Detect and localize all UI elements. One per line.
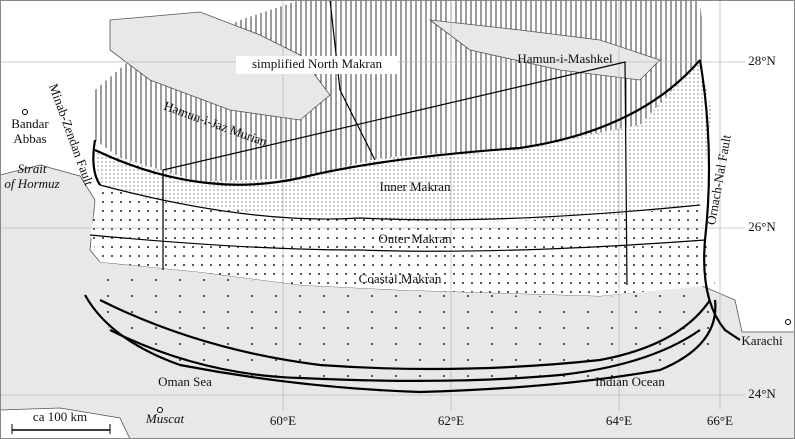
scale-label: ca 100 km [33, 409, 87, 424]
sea-label: Indian Ocean [595, 374, 665, 389]
city-label: Bandar [11, 116, 49, 131]
lat-label: 28°N [748, 53, 776, 68]
region-label: Coastal Makran [359, 271, 442, 286]
lat-label: 24°N [748, 386, 776, 401]
label-box [236, 56, 398, 74]
place-label: Strait [18, 161, 47, 176]
jaz-murian-basin [109, 11, 331, 121]
city-label: Abbas [13, 131, 46, 146]
lon-label: 60°E [270, 413, 296, 428]
region-label: Inner Makran [379, 179, 451, 194]
lon-label: 64°E [606, 413, 632, 428]
graticule [0, 0, 745, 410]
sea-label: Oman Sea [158, 374, 212, 389]
city-marker [22, 109, 28, 115]
region-label: simplified North Makran [252, 56, 382, 71]
accretionary-wedge [85, 265, 725, 390]
mashkel-basin [428, 19, 661, 81]
outer-makran [90, 185, 705, 252]
lat-label: 26°N [748, 219, 776, 234]
coastal-makran [90, 235, 715, 296]
faults [84, 0, 741, 394]
city-label: Karachi [741, 333, 783, 348]
place-label: Hamun-i-Mashkel [517, 51, 613, 66]
inner-makran [95, 60, 712, 222]
oman-coast [0, 407, 131, 439]
lon-label: 66°E [707, 413, 733, 428]
city-label: Muscat [145, 411, 185, 426]
place-label: of Hormuz [4, 176, 59, 191]
city-marker [157, 407, 163, 413]
lon-label: 62°E [438, 413, 464, 428]
city-marker [785, 319, 791, 325]
scale-bar [11, 424, 111, 434]
region-label: Outer Makran [378, 231, 452, 246]
